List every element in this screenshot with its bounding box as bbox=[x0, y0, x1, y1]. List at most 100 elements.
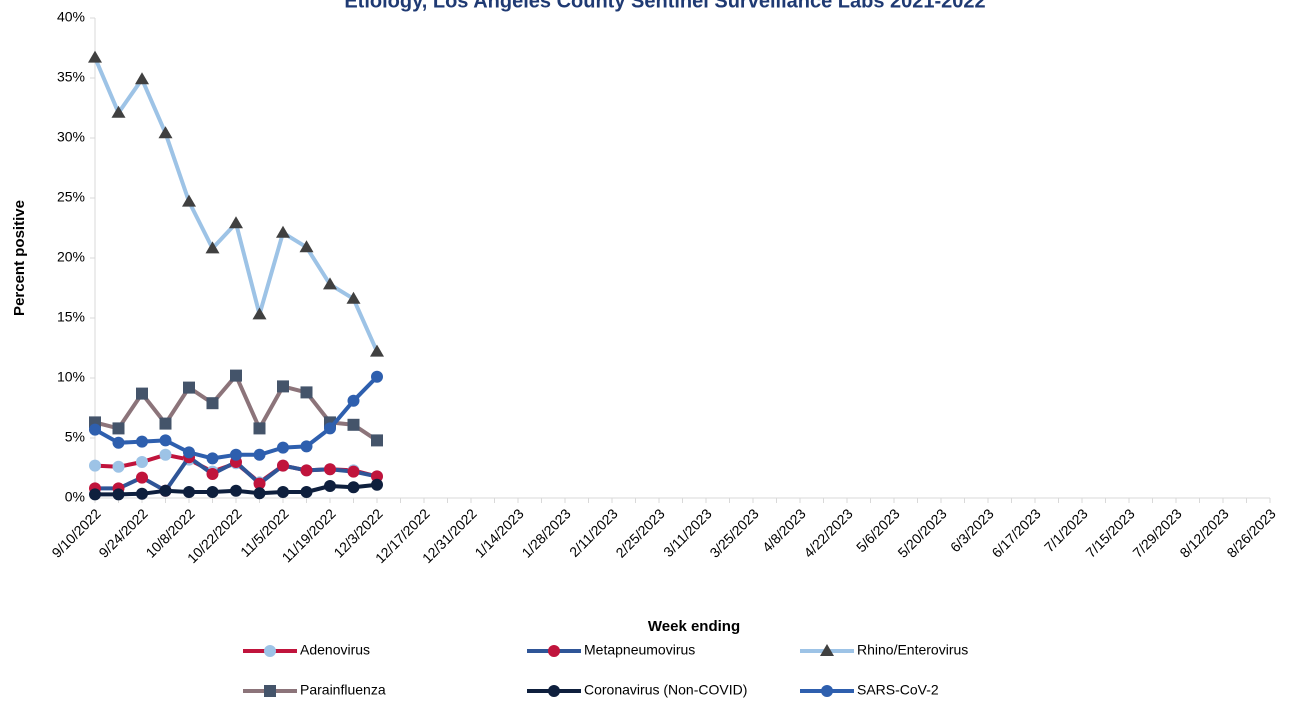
marker bbox=[206, 468, 219, 480]
marker bbox=[277, 380, 289, 393]
marker bbox=[347, 418, 360, 431]
marker bbox=[136, 387, 148, 400]
marker bbox=[370, 344, 384, 357]
marker bbox=[820, 644, 834, 656]
marker bbox=[371, 478, 383, 491]
marker bbox=[300, 486, 313, 498]
marker bbox=[253, 448, 266, 461]
x-axis-title: Week ending bbox=[648, 618, 740, 635]
marker bbox=[159, 434, 172, 447]
legend-label: Parainfluenza bbox=[300, 682, 386, 698]
marker bbox=[264, 645, 276, 657]
marker bbox=[277, 441, 289, 454]
y-axis-title: Percent positive bbox=[11, 200, 28, 316]
marker bbox=[112, 488, 125, 501]
marker bbox=[276, 225, 290, 238]
marker bbox=[253, 477, 266, 490]
marker bbox=[264, 685, 276, 697]
x-tick-label: 5/20/2023 bbox=[894, 505, 950, 561]
x-tick-label: 6/17/2023 bbox=[988, 505, 1044, 561]
legend-label: Coronavirus (Non-COVID) bbox=[584, 682, 747, 698]
x-tick-label: 8/12/2023 bbox=[1176, 505, 1232, 561]
marker bbox=[206, 397, 219, 410]
y-tick-label: 0% bbox=[65, 489, 85, 505]
marker bbox=[158, 126, 173, 139]
marker bbox=[300, 464, 313, 477]
y-tick-label: 35% bbox=[57, 69, 85, 85]
marker bbox=[136, 471, 148, 484]
marker bbox=[821, 685, 833, 697]
x-tick-label: 3/11/2023 bbox=[660, 505, 715, 560]
marker bbox=[253, 487, 266, 500]
legend-label: Adenovirus bbox=[300, 642, 370, 658]
marker bbox=[277, 459, 289, 472]
x-tick-label: 4/22/2023 bbox=[800, 505, 856, 561]
y-tick-label: 30% bbox=[57, 129, 85, 145]
marker bbox=[112, 460, 125, 473]
marker bbox=[324, 422, 336, 435]
marker bbox=[300, 386, 313, 399]
marker bbox=[136, 435, 148, 448]
marker bbox=[253, 422, 266, 435]
marker bbox=[229, 216, 243, 229]
x-tick-label: 1/14/2023 bbox=[471, 505, 527, 561]
marker bbox=[135, 72, 149, 85]
y-tick-label: 5% bbox=[65, 429, 85, 445]
marker bbox=[88, 50, 102, 63]
x-tick-label: 9/24/2022 bbox=[95, 505, 151, 561]
x-tick-label: 2/25/2023 bbox=[612, 505, 668, 561]
x-tick-label: 8/26/2023 bbox=[1223, 505, 1279, 561]
marker bbox=[323, 277, 337, 290]
marker bbox=[112, 436, 125, 449]
marker bbox=[299, 240, 314, 253]
marker bbox=[371, 470, 383, 483]
marker bbox=[324, 463, 336, 476]
legend-label: Metapneumovirus bbox=[584, 642, 695, 658]
marker bbox=[206, 452, 219, 465]
marker bbox=[347, 465, 360, 478]
x-tick-label: 3/25/2023 bbox=[706, 505, 762, 561]
marker bbox=[548, 685, 560, 697]
marker bbox=[112, 422, 125, 435]
marker bbox=[324, 480, 336, 492]
legend-label: Rhino/Enterovirus bbox=[857, 642, 968, 658]
marker bbox=[89, 423, 101, 436]
marker bbox=[230, 484, 242, 497]
marker bbox=[182, 194, 196, 207]
x-tick-label: 1/28/2023 bbox=[518, 505, 574, 561]
y-tick-label: 25% bbox=[57, 189, 85, 205]
marker bbox=[159, 484, 172, 497]
marker bbox=[205, 241, 220, 254]
marker bbox=[230, 448, 242, 461]
marker bbox=[252, 307, 267, 320]
marker bbox=[89, 488, 101, 501]
marker bbox=[183, 446, 195, 459]
x-tick-label: 9/10/2022 bbox=[48, 505, 104, 561]
marker bbox=[89, 459, 101, 472]
marker bbox=[371, 434, 383, 447]
series-line bbox=[93, 56, 379, 353]
y-tick-label: 15% bbox=[57, 309, 85, 325]
x-tick-label: 7/15/2023 bbox=[1082, 505, 1138, 561]
y-tick-label: 20% bbox=[57, 249, 85, 265]
marker bbox=[111, 105, 126, 118]
marker bbox=[183, 381, 195, 394]
marker bbox=[300, 440, 313, 453]
marker bbox=[277, 486, 289, 498]
marker bbox=[136, 487, 148, 500]
x-tick-label: 7/29/2023 bbox=[1129, 505, 1185, 561]
y-tick-label: 10% bbox=[57, 369, 85, 385]
chart-title: Etiology, Los Angeles County Sentinel Su… bbox=[344, 0, 985, 12]
y-tick-label: 40% bbox=[57, 9, 85, 25]
marker bbox=[371, 370, 383, 383]
marker bbox=[159, 417, 172, 430]
marker bbox=[347, 394, 360, 407]
legend-label: SARS-CoV-2 bbox=[857, 682, 939, 698]
marker bbox=[347, 481, 360, 494]
x-tick-label: 2/11/2023 bbox=[566, 505, 621, 560]
marker bbox=[183, 486, 195, 498]
marker bbox=[230, 369, 242, 382]
marker bbox=[136, 456, 148, 468]
marker bbox=[346, 291, 361, 304]
marker bbox=[548, 645, 560, 657]
